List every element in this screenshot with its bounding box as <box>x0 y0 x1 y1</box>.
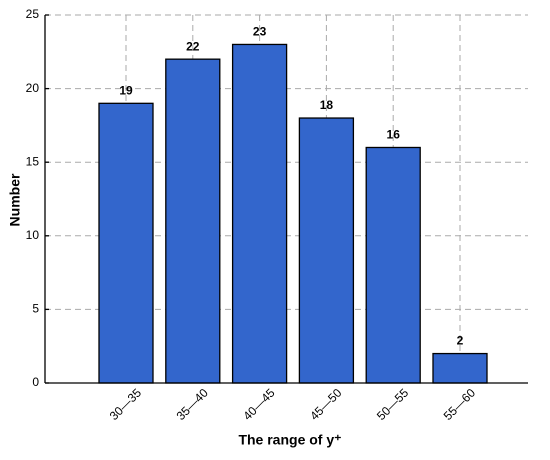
y-tick-label: 10 <box>26 228 40 242</box>
x-tick-label: 40—45 <box>240 386 277 423</box>
x-axis-label: The range of y⁺ <box>238 432 341 448</box>
x-tick-label: 45—50 <box>307 386 344 423</box>
y-tick-label: 25 <box>26 7 40 21</box>
value-label: 22 <box>186 39 200 53</box>
x-tick-label: 55—60 <box>441 386 478 423</box>
bar <box>432 352 488 384</box>
x-tick-label: 30—35 <box>107 386 144 423</box>
y-tick-label: 20 <box>26 81 40 95</box>
value-label: 16 <box>387 128 401 142</box>
y-tick-label: 15 <box>26 154 40 168</box>
y-tick-label: 5 <box>32 302 39 316</box>
bar <box>365 146 421 384</box>
bar <box>231 43 288 384</box>
bar <box>98 102 154 384</box>
bar <box>298 117 355 384</box>
value-label: 19 <box>119 83 133 97</box>
x-tick-label: 50—55 <box>374 386 411 423</box>
value-label: 2 <box>457 334 464 348</box>
bar <box>165 58 221 384</box>
y-axis-label: Number <box>7 173 23 226</box>
value-label: 23 <box>253 25 267 39</box>
value-label: 18 <box>320 98 334 112</box>
x-tick-label: 35—40 <box>174 386 211 423</box>
y-tick-label: 0 <box>32 375 39 389</box>
